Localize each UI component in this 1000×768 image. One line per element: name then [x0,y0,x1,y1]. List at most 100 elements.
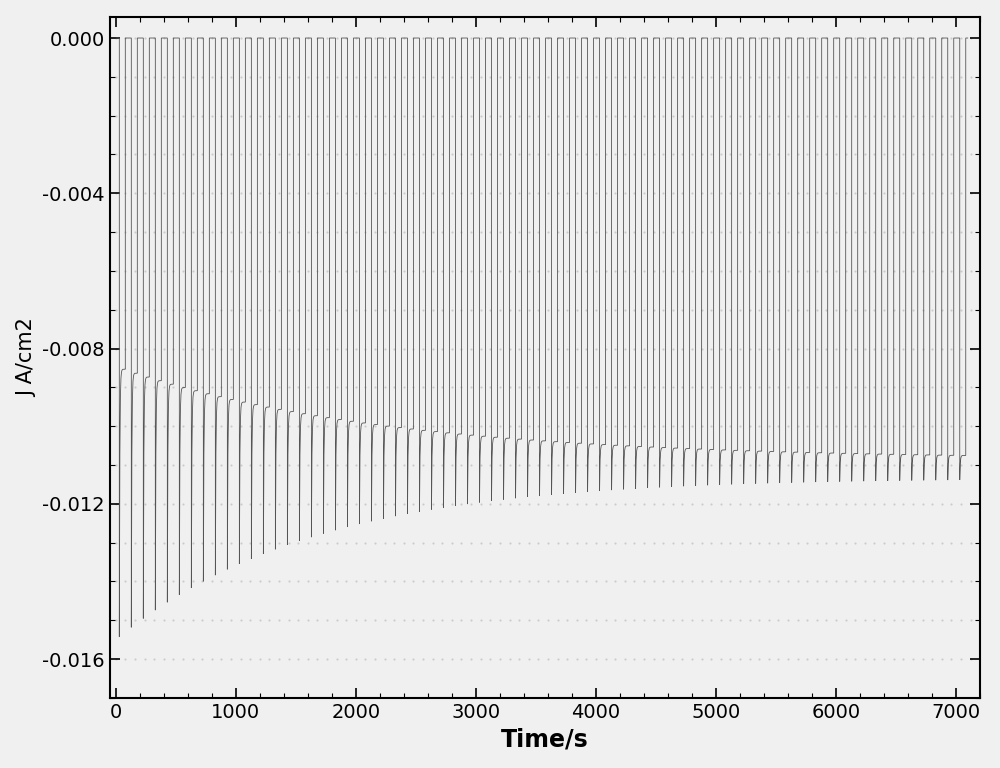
Point [444,653,460,665]
Point [665,187,681,200]
Point [434,575,450,588]
Point [137,420,153,432]
Point [540,458,556,471]
Point [790,653,806,665]
Point [367,303,383,316]
Point [165,265,181,277]
Point [915,303,931,316]
Point [329,110,345,122]
Point [521,653,537,665]
Point [598,420,614,432]
Point [905,71,921,83]
Point [511,265,527,277]
Point [415,614,431,627]
Point [924,575,940,588]
Point [886,458,902,471]
Point [953,71,969,83]
Point [732,71,748,83]
Point [915,265,931,277]
Point [281,575,297,588]
Point [242,537,258,549]
Point [742,32,758,45]
Point [790,303,806,316]
Point [223,343,239,355]
Point [924,226,940,238]
Point [204,575,220,588]
Point [482,303,498,316]
Point [511,498,527,510]
Point [828,148,844,161]
Point [127,110,143,122]
Point [290,537,306,549]
Point [655,381,671,393]
Point [943,381,959,393]
Point [309,265,325,277]
Point [703,614,719,627]
Point [194,653,210,665]
Point [770,226,786,238]
Point [809,653,825,665]
Point [434,498,450,510]
Point [905,575,921,588]
Point [828,420,844,432]
Point [847,537,863,549]
Point [530,498,546,510]
Point [329,614,345,627]
Point [415,265,431,277]
Point [751,226,767,238]
Point [924,614,940,627]
Point [588,148,604,161]
Point [261,420,277,432]
Point [405,226,421,238]
Point [290,653,306,665]
Point [674,187,690,200]
Point [838,187,854,200]
Point [674,148,690,161]
Point [425,71,441,83]
Point [425,265,441,277]
Point [453,420,469,432]
Point [742,614,758,627]
Point [415,653,431,665]
Point [434,381,450,393]
Point [895,32,911,45]
Point [703,575,719,588]
Point [953,537,969,549]
Point [213,71,229,83]
Point [646,458,662,471]
Point [847,498,863,510]
Point [185,226,201,238]
Point [146,187,162,200]
Point [578,226,594,238]
Point [242,614,258,627]
Point [655,303,671,316]
Point [108,32,124,45]
Point [665,265,681,277]
Point [492,110,508,122]
Point [761,265,777,277]
Point [790,343,806,355]
Point [780,537,796,549]
Point [482,498,498,510]
Point [924,420,940,432]
Point [770,458,786,471]
Point [156,498,172,510]
Point [261,575,277,588]
Point [386,71,402,83]
Point [607,458,623,471]
Point [511,575,527,588]
Point [617,575,633,588]
Point [770,614,786,627]
Point [674,537,690,549]
Point [742,420,758,432]
Point [953,614,969,627]
Point [271,537,287,549]
Point [703,303,719,316]
Point [415,110,431,122]
Point [117,614,133,627]
Point [348,148,364,161]
Point [156,575,172,588]
Point [588,226,604,238]
Point [665,614,681,627]
Point [550,420,566,432]
